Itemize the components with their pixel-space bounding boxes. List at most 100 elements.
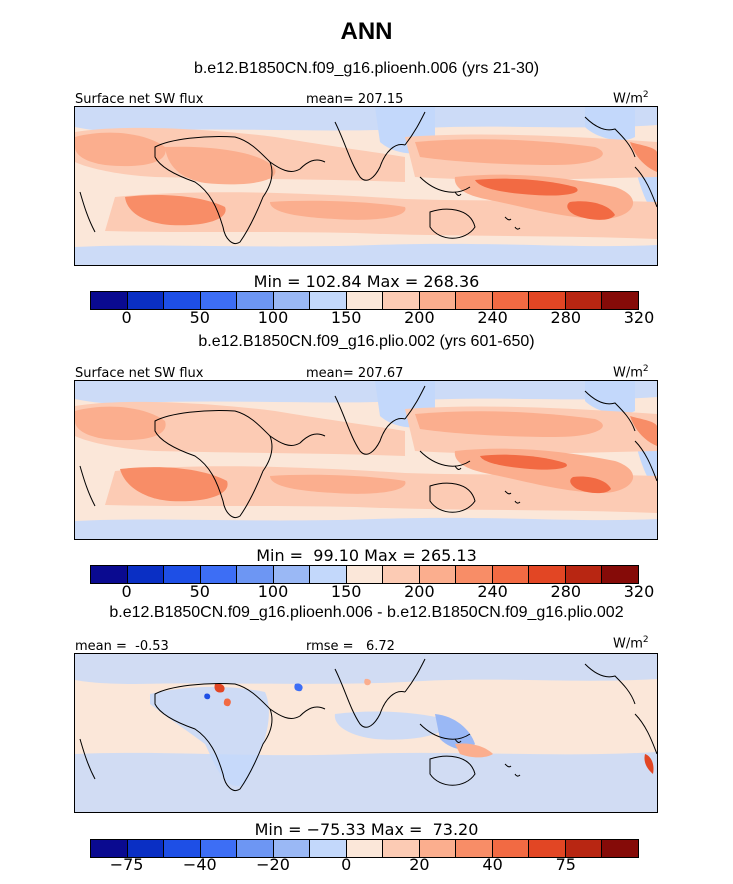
colorbar-tick-label: 100 (257, 582, 289, 601)
panel1-variable-label: Surface net SW flux (75, 92, 204, 107)
panel3-cold-spot (204, 693, 211, 700)
panel3-map (74, 653, 658, 813)
panel1-satl (125, 195, 226, 226)
panel2-caribbean (630, 416, 657, 446)
colorbar-tick-label: 20 (409, 855, 430, 874)
panel2-north-band (75, 381, 657, 404)
colorbar-tick-label: 75 (555, 855, 576, 874)
panel2-nwafrica (75, 406, 166, 441)
panel3-africa-blue (150, 686, 269, 786)
panel1-colorbar-ticks: 0 50 100 150 200 240 280 320 (90, 308, 655, 328)
colorbar-tick-label: 150 (330, 582, 362, 601)
panel3-mean-label: mean = -0.53 (75, 639, 169, 654)
colorbar-swatch (602, 840, 638, 857)
panel1-south-band (75, 243, 657, 265)
colorbar-swatch (273, 566, 311, 583)
colorbar-tick-label: −20 (256, 855, 290, 874)
panel2-units: W/m2 (613, 364, 649, 381)
colorbar-swatch (237, 840, 274, 857)
colorbar-tick-label: 50 (189, 308, 210, 327)
panel3-warm-band (455, 743, 493, 758)
panel2-map-svg (75, 381, 657, 539)
colorbar-swatch (91, 292, 128, 309)
panel2-npac-high (415, 411, 603, 437)
colorbar-swatch (529, 840, 566, 857)
panel3-coastlines (79, 658, 657, 791)
panel3-indian-blue (334, 711, 447, 740)
colorbar-swatch (200, 292, 238, 309)
colorbar-tick-label: 40 (482, 855, 503, 874)
colorbar-swatch (456, 840, 493, 857)
panel1-nwafrica (75, 132, 166, 167)
panel1-sepac-core (567, 201, 615, 220)
colorbar-swatch (602, 292, 638, 309)
panel1-units: W/m2 (613, 90, 649, 107)
colorbar-swatch (492, 566, 530, 583)
panel3-cold-spot2 (294, 683, 303, 692)
panel1-npac-high (415, 139, 603, 165)
colorbar-swatch (91, 566, 128, 583)
colorbar-swatch (419, 292, 457, 309)
figure-title: ANN (340, 18, 393, 45)
panel1-case-label: b.e12.B1850CN.f09_g16.plioenh.006 (yrs 2… (193, 60, 540, 77)
panel3-hot-spot2 (223, 698, 231, 707)
colorbar-swatch (456, 566, 493, 583)
colorbar-tick-label: −75 (109, 855, 144, 874)
panel3-minmax: Min = −75.33 Max = 73.20 (254, 820, 479, 839)
panel3-rmse-label: rmse = 6.72 (306, 639, 395, 654)
colorbar-tick-label: 200 (404, 582, 435, 601)
panel2-indian-ocean (270, 474, 406, 494)
panel3-hot-spot (214, 683, 225, 693)
colorbar-tick-label: 280 (550, 582, 582, 601)
panel2-map (74, 380, 658, 540)
colorbar-tick-label: 0 (341, 855, 352, 874)
colorbar-swatch (200, 840, 238, 857)
panel1-north-band (75, 107, 657, 132)
panel1-sahara (165, 146, 276, 185)
colorbar-swatch (200, 566, 238, 583)
colorbar-swatch (565, 292, 603, 309)
panel2-coastlines (79, 385, 657, 518)
colorbar-swatch (237, 292, 274, 309)
colorbar-swatch (164, 292, 201, 309)
colorbar-tick-label: 150 (330, 308, 362, 327)
colorbar-swatch (383, 566, 420, 583)
panel3-south-band (75, 752, 657, 812)
colorbar-swatch (273, 292, 311, 309)
colorbar-swatch (237, 566, 274, 583)
panel2-sepac-core (570, 476, 611, 494)
colorbar-swatch (602, 566, 638, 583)
panel2-nh-subtropics (75, 401, 405, 456)
colorbar-tick-label: −40 (182, 855, 217, 874)
colorbar-tick-label: 240 (477, 308, 508, 327)
colorbar-swatch (529, 566, 566, 583)
colorbar-tick-label: 240 (477, 582, 508, 601)
colorbar-swatch (273, 840, 311, 857)
colorbar-swatch (164, 566, 201, 583)
panel2-pacific-core (480, 454, 567, 470)
colorbar-swatch (565, 840, 603, 857)
panel2-satl (120, 467, 228, 502)
panel3-units: W/m2 (613, 635, 649, 652)
colorbar-swatch (310, 840, 347, 857)
panel3-colorbar-ticks: −75 −40 −20 0 20 40 75 (90, 855, 639, 875)
colorbar-tick-label: 0 (121, 308, 132, 327)
panel1-pacific-core (475, 178, 578, 196)
colorbar-swatch (164, 840, 201, 857)
panel2-mean-label: mean= 207.67 (306, 366, 404, 381)
panel1-colorbar (90, 291, 639, 310)
panel1-na-blue (585, 107, 635, 141)
colorbar-swatch (492, 292, 530, 309)
panel3-north-band (75, 654, 657, 684)
panel1-map (74, 106, 658, 266)
panel1-minmax: Min = 102.84 Max = 268.36 (253, 272, 480, 291)
colorbar-swatch (310, 292, 347, 309)
colorbar-swatch (383, 292, 420, 309)
panel2-south-band (75, 517, 657, 539)
panel1-caribbean (630, 142, 657, 172)
panel1-coastlines (79, 111, 657, 244)
colorbar-tick-label: 280 (550, 308, 582, 327)
panel2-variable-label: Surface net SW flux (75, 366, 204, 381)
colorbar-tick-label: 320 (623, 582, 655, 601)
colorbar-swatch (346, 292, 384, 309)
